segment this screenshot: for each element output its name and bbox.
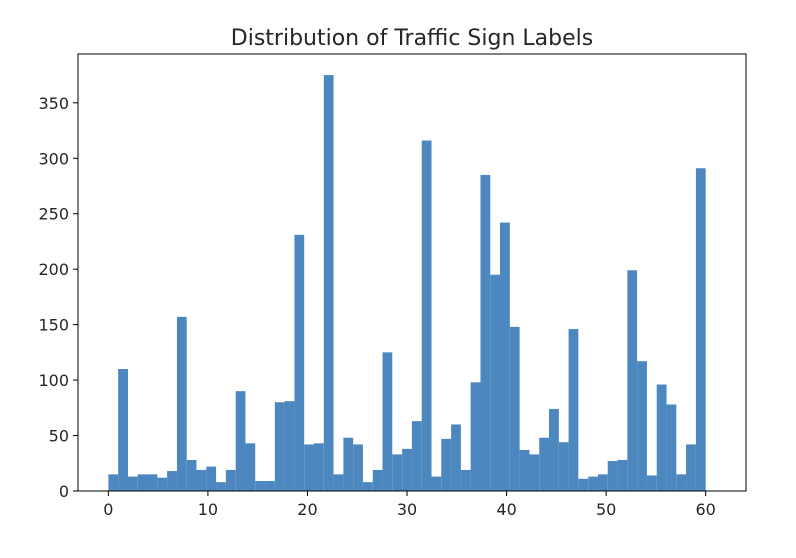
histogram-bar <box>265 481 275 491</box>
histogram-bar <box>137 474 148 491</box>
histogram-bar <box>431 476 442 491</box>
histogram-bar <box>284 401 295 491</box>
histogram-bar <box>509 326 520 491</box>
histogram-bar <box>157 477 168 491</box>
y-tick-label: 100 <box>38 371 69 390</box>
y-tick-label: 150 <box>38 316 69 335</box>
y-tick-label: 250 <box>38 205 69 224</box>
x-tick-label: 10 <box>198 500 218 519</box>
histogram-bar <box>118 368 128 491</box>
histogram-bar <box>206 466 217 491</box>
x-tick-label: 50 <box>596 500 616 519</box>
histogram-bar <box>519 449 530 491</box>
histogram-bar <box>392 454 403 491</box>
histogram-bar <box>421 140 432 491</box>
histogram-bar <box>274 402 285 491</box>
x-tick-label: 0 <box>103 500 113 519</box>
histogram-bar <box>255 481 266 491</box>
histogram-bar <box>607 461 618 491</box>
histogram-bar <box>539 437 549 491</box>
histogram-bar <box>451 424 461 491</box>
x-tick-label: 60 <box>696 500 716 519</box>
histogram-bar <box>500 222 510 491</box>
y-tick-label: 350 <box>38 94 69 113</box>
histogram-bar <box>362 482 373 491</box>
histogram-bar <box>656 384 667 491</box>
histogram-bar <box>167 471 177 491</box>
histogram-bar <box>245 443 256 491</box>
plot-frame <box>77 53 747 492</box>
histogram-bar <box>588 476 598 491</box>
histogram-bar <box>460 469 471 491</box>
x-tick-label: 30 <box>397 500 417 519</box>
histogram-bar <box>323 75 334 491</box>
histogram-bar <box>225 469 236 491</box>
histogram-bar <box>196 469 207 491</box>
histogram-bar <box>333 474 344 491</box>
histogram-bar <box>480 174 491 491</box>
y-tick-label: 200 <box>38 260 69 279</box>
histogram-bar <box>235 391 246 491</box>
histogram-bar <box>372 469 383 491</box>
histogram-bar <box>343 437 354 491</box>
bars-group <box>108 75 706 491</box>
x-tick-label: 20 <box>297 500 317 519</box>
histogram-bar <box>617 459 628 491</box>
histogram-bar <box>402 448 412 491</box>
histogram-bar <box>176 316 187 491</box>
histogram-bar <box>470 382 481 491</box>
histogram-bar <box>548 408 559 491</box>
y-axis: 0 50 100 150 200 250 300 350 <box>38 94 78 501</box>
histogram-bar <box>597 474 608 491</box>
histogram-bar <box>314 443 324 491</box>
histogram-bar <box>304 444 315 491</box>
histogram-bar <box>127 476 138 491</box>
x-tick-label: 40 <box>496 500 516 519</box>
histogram-bar <box>637 361 647 491</box>
histogram-bar <box>216 482 226 491</box>
histogram-bar <box>147 474 158 491</box>
chart-title: Distribution of Traffic Sign Labels <box>231 26 593 51</box>
histogram-bar <box>646 475 657 491</box>
y-tick-label: 300 <box>38 149 69 168</box>
histogram-bar <box>411 421 422 491</box>
histogram-bar <box>186 459 197 491</box>
histogram-bar <box>441 438 452 491</box>
histogram-bar <box>382 352 393 491</box>
histogram-bar <box>529 454 540 491</box>
histogram-bar <box>578 478 589 491</box>
histogram-bar <box>568 329 579 491</box>
y-tick-label: 50 <box>49 427 69 446</box>
histogram-bar <box>353 444 363 491</box>
histogram-bar <box>490 274 501 491</box>
histogram-bar <box>686 444 696 491</box>
x-axis: 0 10 20 30 40 50 60 <box>103 491 716 519</box>
histogram-bar <box>666 404 677 491</box>
y-tick-label: 0 <box>59 482 69 501</box>
histogram-bar <box>108 474 119 491</box>
histogram-bar <box>558 442 569 491</box>
histogram-bar <box>695 168 706 491</box>
histogram-bar <box>627 270 638 491</box>
histogram-bar <box>676 474 687 491</box>
histogram-bar <box>294 234 305 491</box>
